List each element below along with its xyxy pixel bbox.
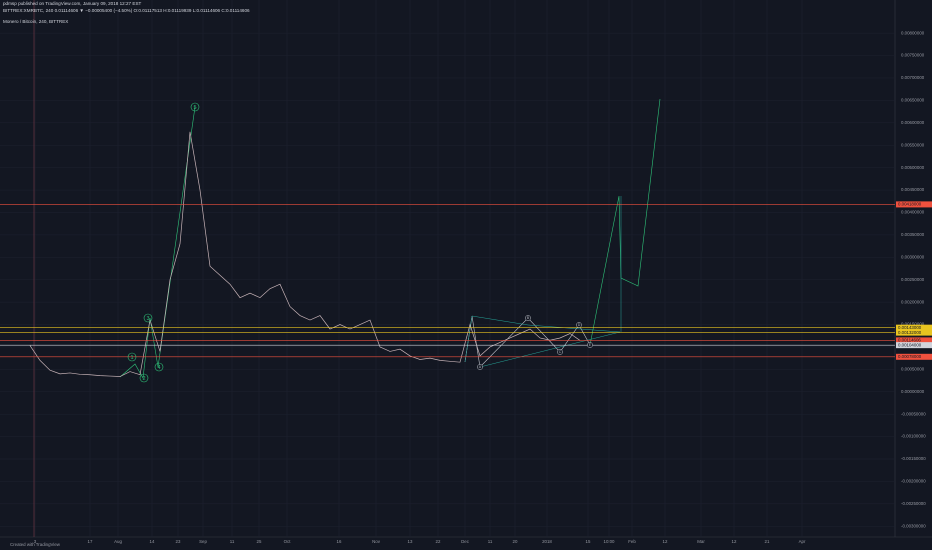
x-tick-label: Mar <box>697 539 705 544</box>
triangle-label: A <box>479 365 482 369</box>
x-tick-label: Apr <box>799 539 806 544</box>
triangle-label: B <box>527 316 530 320</box>
publisher: pdmsp published on TradingView.com, Janu… <box>3 1 142 6</box>
x-tick-label: 11 <box>230 539 235 544</box>
wave-label: 5 <box>193 105 196 111</box>
x-tick-label: 2018 <box>542 539 552 544</box>
x-tick-label: Feb <box>628 539 636 544</box>
wave-label: 3 <box>146 316 149 322</box>
x-tick-label: 23 <box>176 539 181 544</box>
y-tick-label: -0.00200000 <box>901 479 926 484</box>
y-tick-label: 0.00550000 <box>901 142 925 147</box>
x-tick-label: 25 <box>257 539 262 544</box>
y-tick-label: -0.00100000 <box>901 434 926 439</box>
triangle-circle <box>576 322 582 328</box>
triangle-circle <box>525 315 531 321</box>
x-tick-label: Nov <box>372 539 381 544</box>
wave-circle <box>190 102 200 112</box>
level-tag <box>896 324 932 331</box>
triangle-label: C <box>559 350 562 354</box>
marks <box>29 0 661 537</box>
annotations: 1 2 3 4 5 A B C D E <box>127 102 593 383</box>
x-tick-label: 11 <box>488 539 493 544</box>
level-label: 0.00418000 <box>898 202 922 207</box>
level-tag <box>896 337 932 344</box>
footer: Created with TradingView <box>10 542 61 547</box>
chart-title: Monero / Bitcoin, 240, BITTREX <box>3 19 68 24</box>
wave-circle <box>143 313 153 323</box>
level-label: 0.00104000 <box>898 342 922 347</box>
x-tick-label: Sep <box>199 539 207 544</box>
triangle-circle <box>587 342 593 348</box>
level-label: 0.00078000 <box>898 354 922 359</box>
triangle-label: D <box>578 323 581 327</box>
level-label: 0.00114606 <box>898 338 921 343</box>
x-tick-label: 12 <box>732 539 737 544</box>
triangle-circle <box>477 364 483 370</box>
wave-label: 4 <box>157 365 160 371</box>
wave-label: 1 <box>130 355 133 361</box>
wave-circle <box>127 352 137 362</box>
y-tick-label: 0.00500000 <box>901 165 925 170</box>
level-tag <box>896 353 932 360</box>
x-tick-label: 14 <box>150 539 155 544</box>
y-tick-label: 0.00300000 <box>901 254 925 259</box>
wave-label: 2 <box>142 376 145 382</box>
y-tick-label: 0.00800000 <box>901 30 925 35</box>
x-tick-label: 22 <box>436 539 441 544</box>
y-tick-label: -0.00150000 <box>901 456 926 461</box>
level-label: 0.00143000 <box>898 325 922 330</box>
x-tick-label: 3 <box>34 539 37 544</box>
x-tick-label: 17 <box>88 539 93 544</box>
y-tick-label: 0.00450000 <box>901 187 925 192</box>
y-tick-label: 0.00050000 <box>901 367 925 372</box>
y-tick-label: 0.00700000 <box>901 75 925 80</box>
y-tick-label: 0.00200000 <box>901 299 925 304</box>
x-tick-label: 12 <box>663 539 668 544</box>
level-tag <box>896 342 932 349</box>
y-tick-label: 0.00400000 <box>901 210 925 215</box>
x-tick-label: Dec <box>461 539 470 544</box>
y-tick-label: -0.00300000 <box>901 523 926 528</box>
y-tick-label: -0.00050000 <box>901 411 926 416</box>
level-label: 0.00132000 <box>898 330 922 335</box>
x-tick-label: 10:00 <box>604 539 616 544</box>
x-tick-label: 20 <box>513 539 518 544</box>
y-tick-label: 0.00150000 <box>901 322 925 327</box>
wave-circle <box>154 362 164 372</box>
y-tick-label: 0.00350000 <box>901 232 925 237</box>
triangle-circle <box>557 349 563 355</box>
price-line <box>29 131 581 377</box>
level-tag <box>896 329 932 336</box>
triangle-label: E <box>589 343 592 347</box>
y-tick-label: 0.00750000 <box>901 53 925 58</box>
y-tick-label: 0.00650000 <box>901 98 925 103</box>
y-tick-label: 0.00250000 <box>901 277 925 282</box>
x-tick-label: Oct <box>284 539 292 544</box>
x-tick-label: 15 <box>586 539 591 544</box>
x-tick-label: 21 <box>765 539 770 544</box>
x-tick-label: 16 <box>337 539 342 544</box>
wave-circle <box>139 373 149 383</box>
y-tick-label: -0.00250000 <box>901 501 926 506</box>
x-tick-label: 13 <box>408 539 413 544</box>
symbol-line: BITTREX:XMRBTC, 240 0.01114606 ▼ −0.0000… <box>3 8 250 13</box>
level-tag <box>896 201 932 208</box>
x-tick-label: Aug <box>114 539 122 544</box>
y-tick-label: 0.00600000 <box>901 120 925 125</box>
y-tick-label: 0.00000000 <box>901 389 925 394</box>
triangle-bounds <box>464 315 621 368</box>
